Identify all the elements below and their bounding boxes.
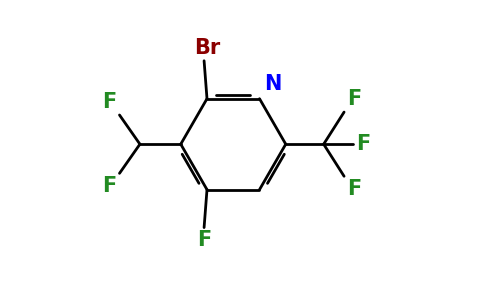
Text: F: F — [102, 92, 117, 112]
Text: N: N — [264, 74, 281, 94]
Text: F: F — [197, 230, 211, 250]
Text: F: F — [102, 176, 117, 196]
Text: F: F — [347, 179, 361, 199]
Text: F: F — [356, 134, 370, 154]
Text: Br: Br — [194, 38, 220, 58]
Text: F: F — [347, 89, 361, 109]
